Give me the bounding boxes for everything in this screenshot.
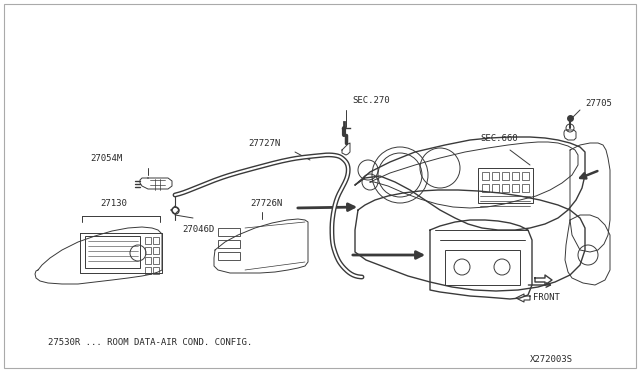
Text: 27130: 27130 [100, 199, 127, 208]
Bar [85, 236, 140, 268]
Bar [502, 172, 509, 180]
Bar [445, 250, 520, 285]
Bar [153, 267, 159, 274]
Text: 27046D: 27046D [182, 225, 214, 234]
Bar [218, 252, 240, 260]
Bar [522, 184, 529, 192]
Bar [145, 257, 151, 264]
Bar [153, 247, 159, 254]
Bar [522, 172, 529, 180]
Bar [145, 267, 151, 274]
Bar [218, 228, 240, 236]
Text: 27705: 27705 [585, 99, 612, 108]
Bar [502, 184, 509, 192]
Bar [478, 168, 533, 203]
Bar [145, 247, 151, 254]
Text: SEC.270: SEC.270 [352, 96, 390, 105]
Text: 27726N: 27726N [250, 199, 282, 208]
Text: 27054M: 27054M [90, 154, 122, 163]
Text: 27530R ... ROOM DATA-AIR COND. CONFIG.: 27530R ... ROOM DATA-AIR COND. CONFIG. [48, 338, 252, 347]
Text: FRONT: FRONT [533, 294, 560, 302]
Bar [482, 184, 489, 192]
Bar [492, 172, 499, 180]
Bar [153, 257, 159, 264]
Bar [482, 172, 489, 180]
Bar [218, 240, 240, 248]
Bar [492, 184, 499, 192]
Text: SEC.660: SEC.660 [480, 134, 518, 143]
Bar [145, 237, 151, 244]
Text: X272003S: X272003S [530, 355, 573, 364]
Bar [153, 237, 159, 244]
Text: 27727N: 27727N [248, 139, 280, 148]
Bar [512, 172, 519, 180]
Bar [512, 184, 519, 192]
